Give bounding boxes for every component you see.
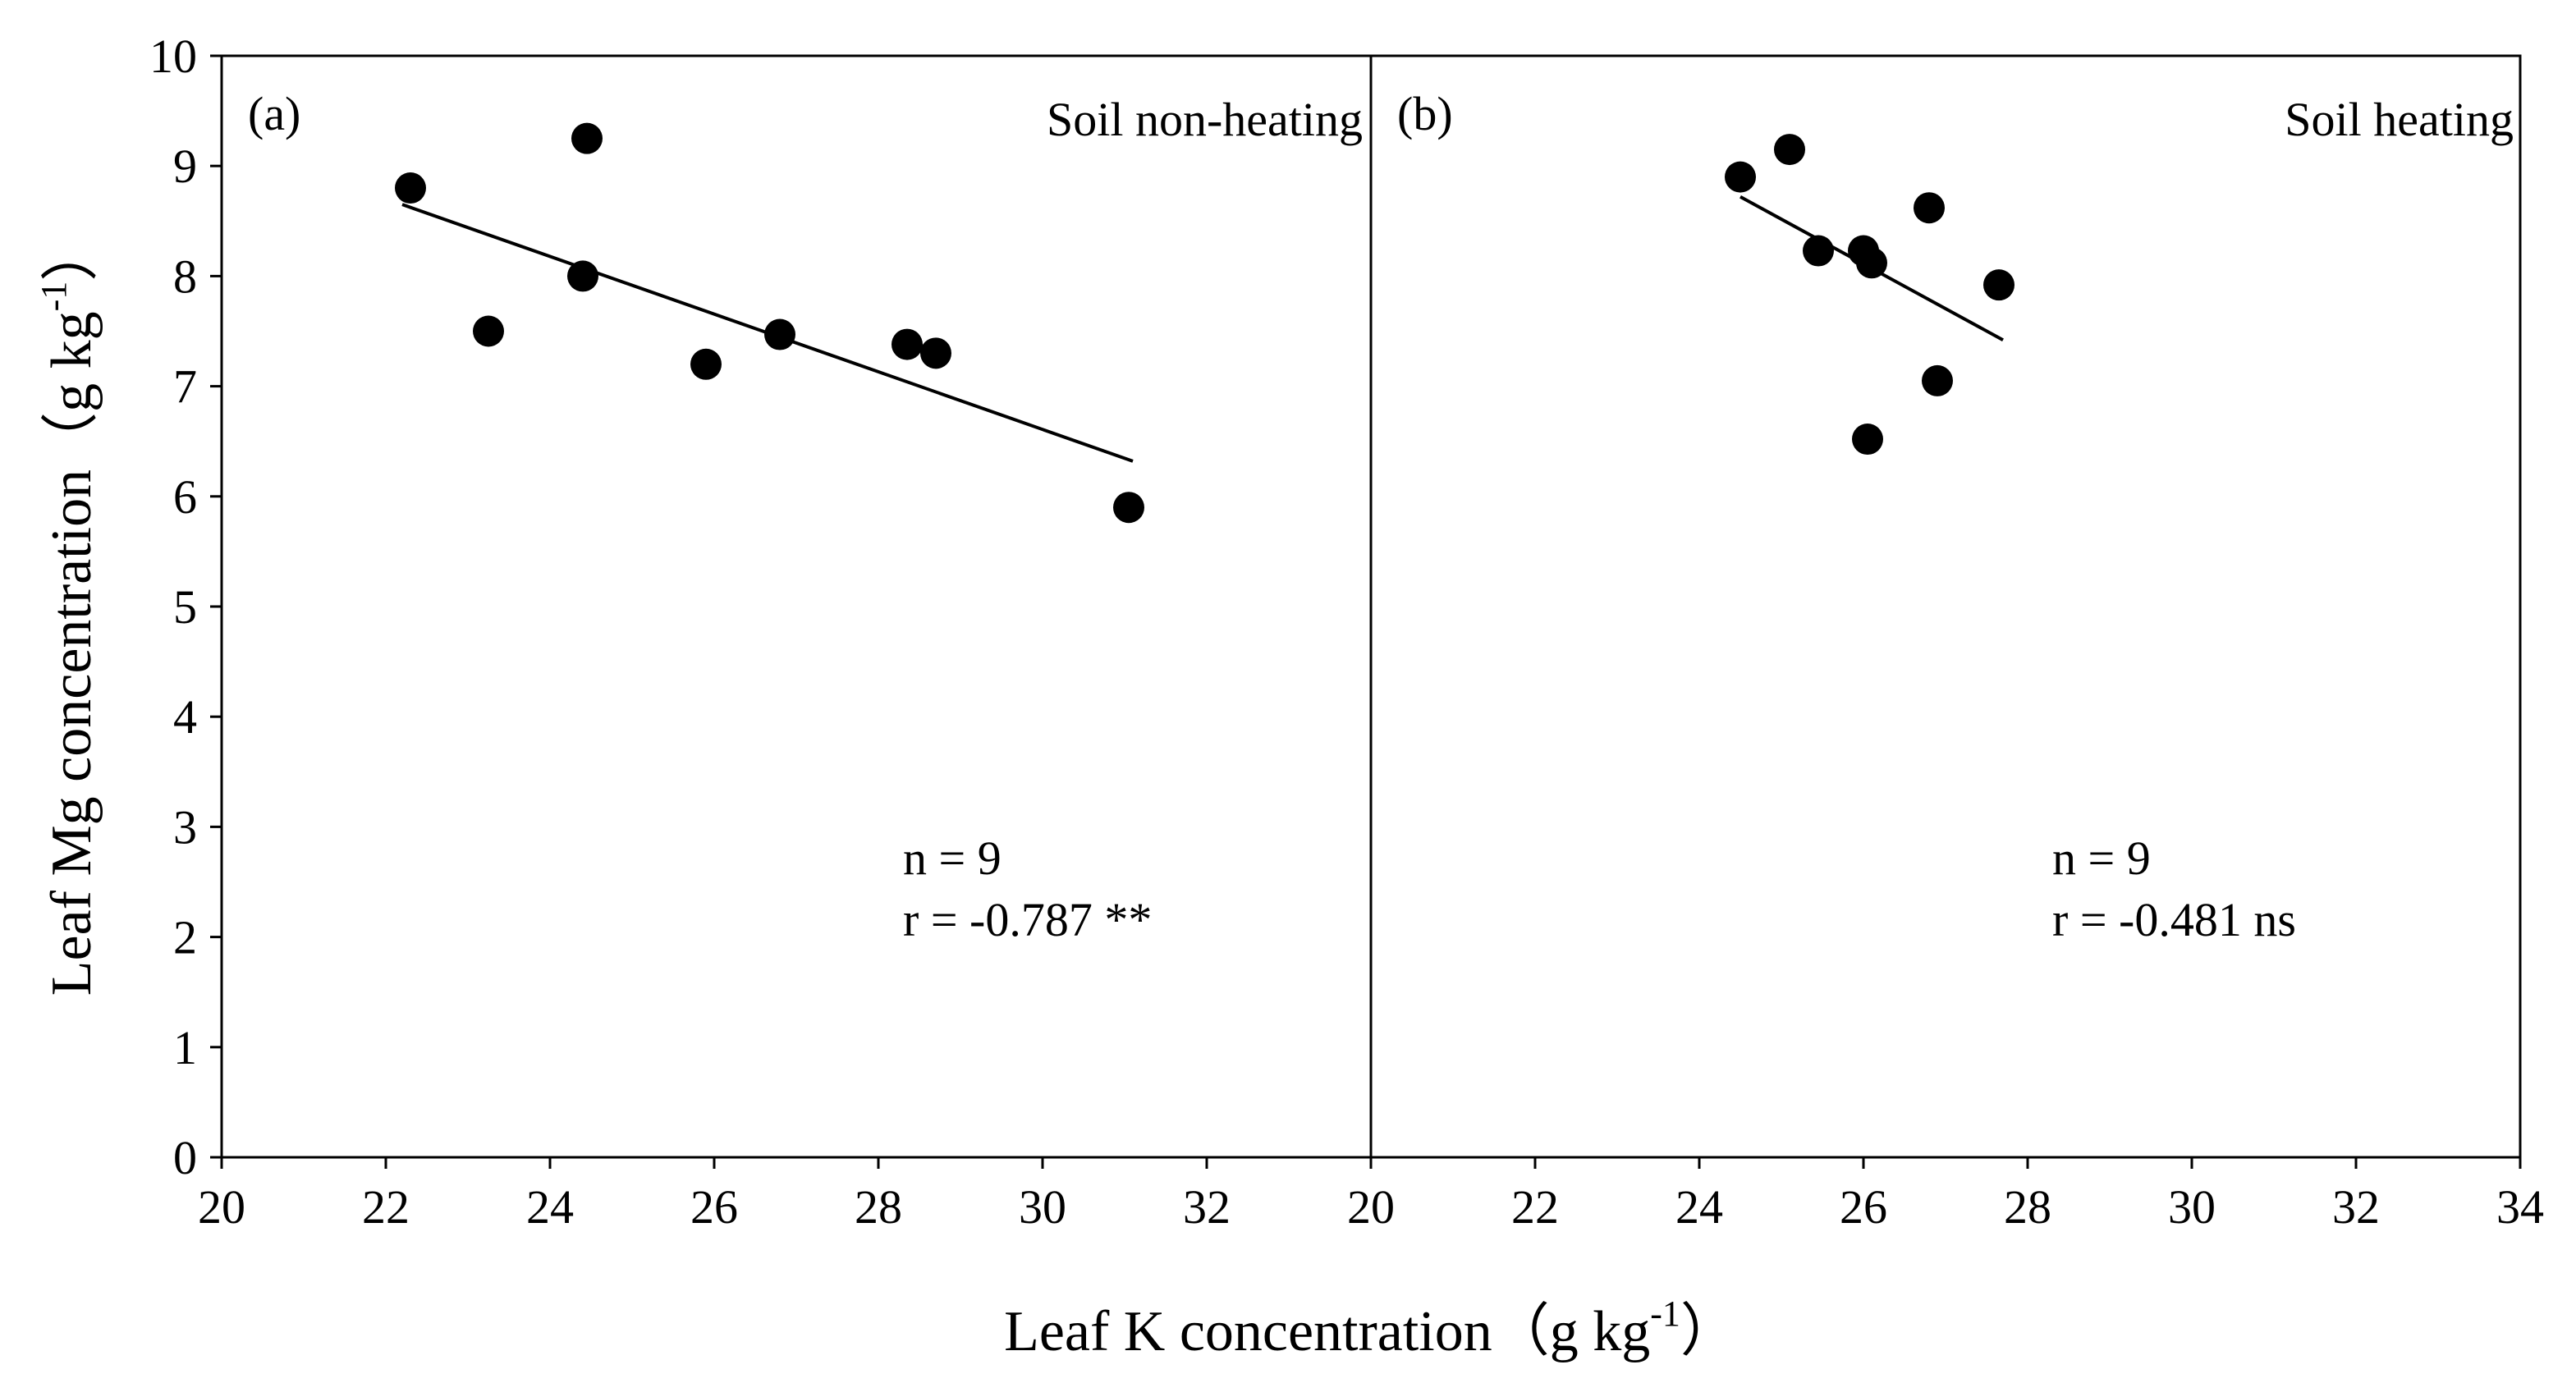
panel-a-r-text: r = -0.787 **: [903, 893, 1152, 946]
y-axis-title: Leaf Mg concentration（g kg-1）: [34, 224, 103, 996]
panel-a-x-tick-label: 20: [198, 1180, 245, 1234]
panel-b-x-tick-label: 28: [2004, 1180, 2051, 1234]
panel-a-y-tick-label: 0: [173, 1131, 197, 1184]
panel-b-r-text: r = -0.481 ns: [2052, 893, 2296, 946]
panel-b-n-text: n = 9: [2052, 831, 2151, 885]
panel-a-title: Soil non-heating: [1047, 93, 1363, 146]
panel-a-data-point: [567, 260, 598, 292]
panel-a-x-tick-label: 30: [1019, 1180, 1066, 1234]
panel-a-y-tick-label: 3: [173, 800, 197, 854]
panel-a-x-tick-label: 24: [526, 1180, 574, 1234]
panel-a-plot-frame: [220, 54, 1373, 1159]
panel-a-data-point: [571, 122, 603, 154]
panel-b-x-tick-label: 26: [1840, 1180, 1887, 1234]
x-axis-title-unit: （g kg: [1492, 1300, 1651, 1363]
panel-a-y-tick-label: 6: [173, 470, 197, 524]
panel-b-data-point: [1983, 269, 2015, 301]
panel-b-x-tick-label: 22: [1511, 1180, 1559, 1234]
panel-a-y-tick-label: 1: [173, 1021, 197, 1074]
panel-a-y-tick-label: 9: [173, 140, 197, 193]
panel-a-data-point: [1113, 492, 1144, 524]
panel-b-data-point: [1725, 161, 1756, 193]
x-axis-title-main: Leaf K concentration: [1004, 1300, 1492, 1363]
panel-a-y-tick-label: 5: [173, 580, 197, 634]
x-axis-title-close: ）: [1680, 1300, 1738, 1363]
y-axis-title-main: Leaf Mg concentration: [40, 469, 103, 996]
panel-a-data-point: [690, 348, 722, 380]
panel-b-x-tick-label: 34: [2496, 1180, 2544, 1234]
panel-b-title: Soil heating: [2285, 93, 2514, 146]
panel-a-y-tick-label: 8: [173, 250, 197, 303]
panel-a-data-point: [473, 315, 504, 347]
panel-a-data-point: [920, 337, 951, 369]
panel-a-y-tick-label: 10: [149, 30, 197, 83]
panel-b: 20 22 24 26 28 30 32 34 (b) Soil heating n = 9 …: [1347, 54, 2544, 1234]
panel-b-data-point: [1922, 364, 1953, 396]
panel-b-data-point: [1856, 247, 1887, 279]
panel-b-data-point: [1803, 235, 1834, 267]
y-axis-title-close: ）: [40, 224, 103, 282]
x-axis-title-sup: -1: [1650, 1294, 1680, 1334]
panel-b-x-tick-label: 32: [2332, 1180, 2380, 1234]
panel-b-x-tick-label: 20: [1347, 1180, 1395, 1234]
y-axis-title-sup: -1: [34, 282, 74, 312]
panel-b-x-tick-label: 30: [2168, 1180, 2216, 1234]
panel-a-data-point: [764, 318, 795, 350]
panel-a-y-tick-label: 7: [173, 360, 197, 414]
panel-a-y-tick-label: 2: [173, 911, 197, 964]
panel-a-data-point: [892, 328, 923, 360]
panel-a-n-text: n = 9: [903, 831, 1002, 885]
x-axis-title: Leaf K concentration（g kg-1）: [1004, 1294, 1738, 1363]
panel-b-plot-frame: [1369, 54, 2522, 1159]
panel-a-x-tick-label: 26: [690, 1180, 738, 1234]
panel-b-data-point: [1774, 134, 1805, 166]
panel-b-data-point: [1852, 424, 1883, 456]
y-axis-title-unit: （g kg: [40, 311, 103, 469]
panel-b-data-point: [1914, 192, 1945, 224]
panel-a-x-tick-label: 32: [1183, 1180, 1231, 1234]
panel-a-x-tick-label: 22: [362, 1180, 410, 1234]
panel-b-label: (b): [1397, 87, 1453, 140]
panel-a-y-tick-label: 4: [173, 690, 197, 744]
panel-a-x-tick-label: 28: [855, 1180, 902, 1234]
panel-a-data-point: [395, 172, 426, 204]
panel-a: 20 22 24 26 28 30 32 0 1 2 3 4 5 6 7 8 9 10 (a) Soil non-…: [149, 30, 1373, 1234]
panel-b-x-tick-label: 24: [1675, 1180, 1723, 1234]
panel-a-label: (a): [248, 87, 300, 140]
